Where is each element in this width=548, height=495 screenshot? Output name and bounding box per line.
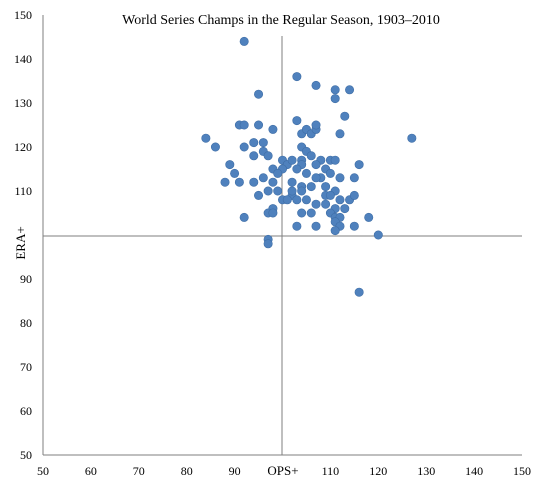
- x-tick-label: 70: [133, 464, 145, 478]
- data-point: [354, 287, 364, 297]
- data-point: [239, 36, 249, 46]
- data-point: [287, 155, 297, 165]
- data-point: [254, 89, 264, 99]
- data-point: [234, 177, 244, 187]
- x-tick-label: 90: [229, 464, 241, 478]
- data-point: [325, 168, 335, 178]
- data-point: [292, 195, 302, 205]
- data-point: [364, 212, 374, 222]
- y-tick-label: 80: [20, 316, 32, 330]
- data-point: [297, 208, 307, 218]
- data-point: [306, 208, 316, 218]
- data-point: [311, 120, 321, 130]
- data-point: [330, 155, 340, 165]
- x-tick-label: 120: [369, 464, 387, 478]
- data-point: [330, 226, 340, 236]
- data-point: [287, 177, 297, 187]
- x-tick-label: 80: [181, 464, 193, 478]
- y-tick-label: 130: [14, 96, 32, 110]
- data-point: [225, 160, 235, 170]
- data-point: [254, 120, 264, 130]
- data-point: [239, 212, 249, 222]
- data-point: [301, 168, 311, 178]
- data-point: [273, 168, 283, 178]
- data-point: [230, 168, 240, 178]
- data-point: [249, 138, 259, 148]
- data-point: [407, 133, 417, 143]
- data-point: [292, 116, 302, 126]
- data-point: [254, 190, 264, 200]
- data-point: [311, 80, 321, 90]
- data-point: [292, 72, 302, 82]
- data-point: [292, 221, 302, 231]
- data-point: [335, 195, 345, 205]
- chart-title: World Series Champs in the Regular Seaso…: [122, 13, 440, 28]
- y-axis-title: ERA+: [13, 226, 28, 259]
- x-tick-label: 130: [417, 464, 435, 478]
- data-point: [263, 151, 273, 161]
- y-tick-label: 140: [14, 52, 32, 66]
- y-tick-label: 50: [20, 448, 32, 462]
- data-point: [349, 190, 359, 200]
- data-point: [258, 173, 268, 183]
- data-point: [311, 199, 321, 209]
- data-point: [220, 177, 230, 187]
- y-tick-label: 60: [20, 404, 32, 418]
- data-point: [268, 124, 278, 134]
- data-point: [263, 186, 273, 196]
- y-tick-label: 120: [14, 140, 32, 154]
- data-point: [239, 142, 249, 152]
- y-tick-label: 150: [14, 8, 32, 22]
- data-point: [349, 173, 359, 183]
- data-point: [335, 173, 345, 183]
- data-point: [325, 190, 335, 200]
- x-tick-label: 60: [85, 464, 97, 478]
- data-point: [263, 239, 273, 249]
- y-tick-label: 70: [20, 360, 32, 374]
- data-point: [258, 138, 268, 148]
- data-point: [345, 85, 355, 95]
- data-point: [340, 111, 350, 121]
- data-point: [249, 177, 259, 187]
- data-point: [311, 173, 321, 183]
- data-point: [330, 85, 340, 95]
- data-point: [330, 94, 340, 104]
- x-tick-label: 110: [322, 464, 340, 478]
- data-point: [349, 221, 359, 231]
- x-tick-label: 140: [465, 464, 483, 478]
- data-point: [210, 142, 220, 152]
- data-point: [268, 208, 278, 218]
- data-point: [321, 199, 331, 209]
- y-tick-label: 110: [14, 184, 32, 198]
- data-point: [282, 195, 292, 205]
- data-point: [249, 151, 259, 161]
- data-point: [306, 182, 316, 192]
- data-point: [306, 151, 316, 161]
- y-tick-labels: 50 60 70 80 90 110 120 130 140 150: [14, 8, 32, 462]
- x-tick-labels: 50 60 70 80 90 110 120 130 140 150: [37, 464, 531, 478]
- data-point: [321, 182, 331, 192]
- data-point: [239, 120, 249, 130]
- data-points: [201, 36, 417, 297]
- data-point: [311, 160, 321, 170]
- x-tick-label: 50: [37, 464, 49, 478]
- data-point: [297, 186, 307, 196]
- data-point: [340, 204, 350, 214]
- data-point: [373, 230, 383, 240]
- data-point: [301, 195, 311, 205]
- data-point: [273, 186, 283, 196]
- data-point: [354, 160, 364, 170]
- data-point: [201, 133, 211, 143]
- x-tick-label: 150: [513, 464, 531, 478]
- x-axis-title: OPS+: [267, 463, 298, 478]
- data-point: [335, 129, 345, 139]
- data-point: [268, 177, 278, 187]
- data-point: [287, 186, 297, 196]
- data-point: [311, 221, 321, 231]
- data-point: [292, 164, 302, 174]
- y-tick-label: 90: [20, 272, 32, 286]
